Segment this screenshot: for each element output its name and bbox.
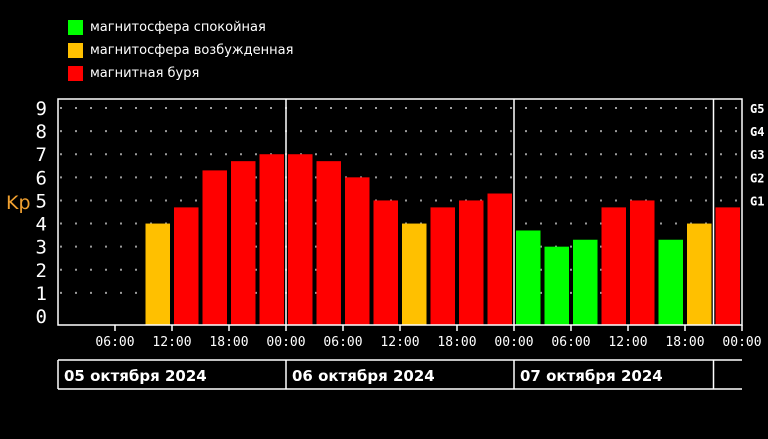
g-scale-label: G3 <box>750 148 764 162</box>
kp-bar <box>687 223 712 325</box>
x-tick-label: 18:00 <box>437 335 476 350</box>
y-tick-label: 2 <box>36 260 47 282</box>
date-label: 06 октября 2024 <box>292 367 435 385</box>
y-tick-label: 5 <box>36 190 47 212</box>
x-tick-label: 18:00 <box>665 335 704 350</box>
y-tick-label: 4 <box>36 214 47 236</box>
x-tick-label: 06:00 <box>95 335 134 350</box>
legend-item-excited: магнитосфера возбужденная <box>68 39 293 62</box>
kp-bar <box>430 207 455 325</box>
y-tick-label: 0 <box>36 306 47 328</box>
kp-bar <box>316 161 341 325</box>
y-tick-label: 3 <box>36 237 47 259</box>
x-tick-label: 18:00 <box>209 335 248 350</box>
x-tick-label: 00:00 <box>266 335 305 350</box>
y-axis-label: Kp <box>6 192 31 214</box>
y-tick-label: 8 <box>36 121 47 143</box>
kp-bar <box>402 223 427 325</box>
legend-label-quiet: магнитосфера спокойная <box>90 20 266 35</box>
date-label: 07 октября 2024 <box>520 367 663 385</box>
legend-swatch-storm <box>68 66 83 81</box>
x-tick-label: 12:00 <box>608 335 647 350</box>
legend-item-quiet: магнитосфера спокойная <box>68 16 293 39</box>
g-scale-label: G1 <box>750 194 764 208</box>
x-tick-label: 06:00 <box>323 335 362 350</box>
date-label: 05 октября 2024 <box>64 367 207 385</box>
kp-bar <box>573 239 598 325</box>
kp-bar <box>630 200 655 325</box>
legend: магнитосфера спокойная магнитосфера возб… <box>68 16 293 85</box>
kp-bar <box>345 177 370 325</box>
bars <box>145 154 740 325</box>
legend-label-storm: магнитная буря <box>90 66 200 81</box>
y-tick-label: 9 <box>36 98 47 120</box>
kp-bar <box>231 161 256 325</box>
kp-bar <box>288 154 313 325</box>
x-tick-label: 12:00 <box>380 335 419 350</box>
x-tick-label: 00:00 <box>722 335 761 350</box>
kp-bar <box>373 200 398 325</box>
kp-bar <box>459 200 484 325</box>
legend-label-excited: магнитосфера возбужденная <box>90 43 294 58</box>
kp-bar <box>174 207 199 325</box>
g-scale-label: G4 <box>750 125 764 139</box>
x-tick-label: 12:00 <box>152 335 191 350</box>
kp-bar <box>715 207 740 325</box>
legend-swatch-quiet <box>68 20 83 35</box>
kp-bar <box>516 230 541 325</box>
kp-bar <box>145 223 170 325</box>
kp-bar <box>259 154 284 325</box>
kp-bar <box>544 246 569 325</box>
legend-item-storm: магнитная буря <box>68 62 293 85</box>
kp-bar <box>202 170 227 325</box>
y-tick-label: 6 <box>36 167 47 189</box>
g-scale-label: G2 <box>750 171 764 185</box>
x-tick-label: 06:00 <box>551 335 590 350</box>
g-scale-label: G5 <box>750 102 764 116</box>
y-tick-label: 1 <box>36 283 47 305</box>
kp-bar <box>601 207 626 325</box>
kp-bar <box>658 239 683 325</box>
kp-bar <box>487 193 512 325</box>
y-tick-label: 7 <box>36 144 47 166</box>
x-tick-label: 00:00 <box>494 335 533 350</box>
legend-swatch-excited <box>68 43 83 58</box>
